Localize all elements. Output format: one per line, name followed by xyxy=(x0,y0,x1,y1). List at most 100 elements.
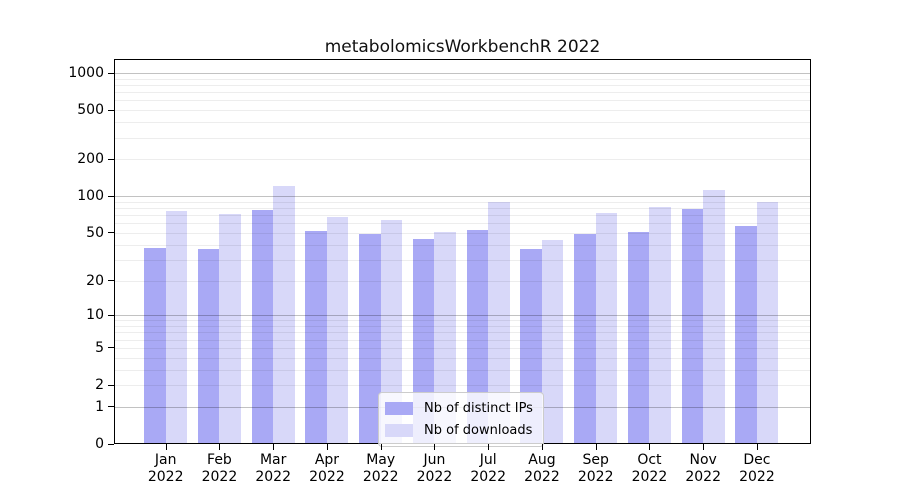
gridline-8 xyxy=(115,326,810,327)
x-tick-mark-sep xyxy=(595,444,597,450)
gridline-3 xyxy=(115,369,810,371)
gridline-100 xyxy=(115,196,810,198)
x-tick-label-may: May 2022 xyxy=(349,452,413,486)
x-tick-label-apr: Apr 2022 xyxy=(295,452,359,486)
x-tick-mark-jan xyxy=(165,444,167,450)
bar-dec-downloads xyxy=(756,202,779,443)
grid-layer xyxy=(115,60,810,443)
gridline-9 xyxy=(115,320,810,322)
gridline-40 xyxy=(115,244,810,246)
legend-item-downloads: Nb of downloads xyxy=(385,420,535,441)
x-tick-label-feb: Feb 2022 xyxy=(187,452,251,486)
bar-mar-downloads xyxy=(273,185,295,443)
y-tick-label-5: 5 xyxy=(95,339,104,356)
x-tick-year: 2022 xyxy=(362,469,399,485)
plot-area: Nb of distinct IPs Nb of downloads xyxy=(114,59,811,447)
bar-aug-downloads xyxy=(541,239,564,443)
gridline-60 xyxy=(115,223,810,225)
bar-jan-distinct-ips xyxy=(144,247,166,443)
x-tick-mark-dec xyxy=(756,444,758,450)
x-tick-label-jul: Jul 2022 xyxy=(456,452,520,486)
bar-oct-distinct-ips xyxy=(627,231,650,443)
x-tick-month: Sep xyxy=(582,452,609,468)
x-tick-year: 2022 xyxy=(416,469,453,485)
x-tick-year: 2022 xyxy=(309,469,345,485)
gridline-400 xyxy=(115,122,810,124)
y-tick-label-2: 2 xyxy=(95,377,104,393)
x-tick-year: 2022 xyxy=(739,469,775,485)
x-tick-month: May xyxy=(366,452,396,468)
bar-feb-downloads xyxy=(219,214,241,443)
x-tick-mark-may xyxy=(380,444,382,450)
y-tick-mark-5 xyxy=(108,347,114,349)
bar-apr-downloads xyxy=(326,217,349,443)
bar-nov-downloads xyxy=(703,190,725,443)
x-tick-mark-mar xyxy=(273,444,275,450)
gridline-10 xyxy=(115,315,810,317)
gridline-200 xyxy=(115,159,810,161)
x-tick-month: Apr xyxy=(314,452,340,468)
y-tick-mark-1000 xyxy=(108,72,114,74)
bar-sep-downloads xyxy=(595,213,618,443)
y-tick-mark-100 xyxy=(108,195,114,197)
x-tick-label-dec: Dec 2022 xyxy=(725,452,789,486)
bar-dec-distinct-ips xyxy=(735,225,757,443)
x-tick-year: 2022 xyxy=(685,469,721,485)
gridline-300 xyxy=(115,137,810,139)
x-tick-month: Feb xyxy=(207,452,232,468)
x-tick-year: 2022 xyxy=(577,469,614,485)
bar-jun-downloads xyxy=(434,231,456,443)
y-tick-label-100: 100 xyxy=(77,188,104,205)
chart-title: metabolomicsWorkbenchR 2022 xyxy=(324,37,601,57)
x-tick-mark-feb xyxy=(219,444,221,450)
x-tick-mark-apr xyxy=(326,444,328,450)
gridline-600 xyxy=(115,100,810,102)
y-tick-label-0: 0 xyxy=(95,436,104,452)
x-tick-mark-jul xyxy=(488,444,490,450)
gridline-1000 xyxy=(115,73,810,74)
gridline-7 xyxy=(115,332,810,334)
x-tick-mark-oct xyxy=(649,444,651,450)
x-tick-month: Jun xyxy=(423,452,446,468)
x-tick-month: Jul xyxy=(479,452,497,468)
x-tick-year: 2022 xyxy=(631,469,668,485)
x-tick-year: 2022 xyxy=(147,469,184,485)
y-tick-label-10: 10 xyxy=(86,307,104,324)
gridline-900 xyxy=(115,78,810,80)
x-tick-label-nov: Nov 2022 xyxy=(671,452,735,486)
x-tick-month: Jan xyxy=(154,452,177,468)
x-tick-month: Nov xyxy=(689,452,717,468)
x-tick-mark-nov xyxy=(703,444,705,450)
bar-nov-distinct-ips xyxy=(681,209,704,443)
gridline-700 xyxy=(115,92,810,94)
gridline-800 xyxy=(115,85,810,86)
x-tick-mark-jun xyxy=(434,444,436,450)
legend-item-distinct-ips: Nb of distinct IPs xyxy=(385,398,535,419)
bar-jan-downloads xyxy=(165,211,188,443)
y-tick-mark-10 xyxy=(108,314,114,316)
y-tick-mark-1 xyxy=(108,406,114,408)
x-tick-year: 2022 xyxy=(470,469,506,485)
x-tick-label-oct: Oct 2022 xyxy=(617,452,681,486)
x-tick-mark-aug xyxy=(541,444,543,450)
gridline-70 xyxy=(115,215,810,217)
bar-jul-downloads xyxy=(488,202,510,443)
legend-label-distinct-ips: Nb of distinct IPs xyxy=(424,401,533,416)
gridline-30 xyxy=(115,259,810,261)
y-tick-mark-50 xyxy=(108,232,114,234)
y-tick-mark-200 xyxy=(108,158,114,160)
x-tick-label-jan: Jan 2022 xyxy=(134,452,198,486)
legend: Nb of distinct IPs Nb of downloads xyxy=(378,392,544,447)
gridline-6 xyxy=(115,339,810,341)
y-tick-label-500: 500 xyxy=(77,102,104,119)
x-tick-year: 2022 xyxy=(524,469,560,485)
x-tick-month: Aug xyxy=(528,452,556,468)
legend-swatch-downloads xyxy=(385,424,413,437)
x-tick-month: Dec xyxy=(743,452,771,468)
bar-may-downloads xyxy=(380,219,403,443)
gridline-50 xyxy=(115,232,810,234)
x-tick-label-sep: Sep 2022 xyxy=(564,452,628,486)
gridline-4 xyxy=(115,357,810,359)
y-tick-label-1000: 1000 xyxy=(68,64,104,81)
